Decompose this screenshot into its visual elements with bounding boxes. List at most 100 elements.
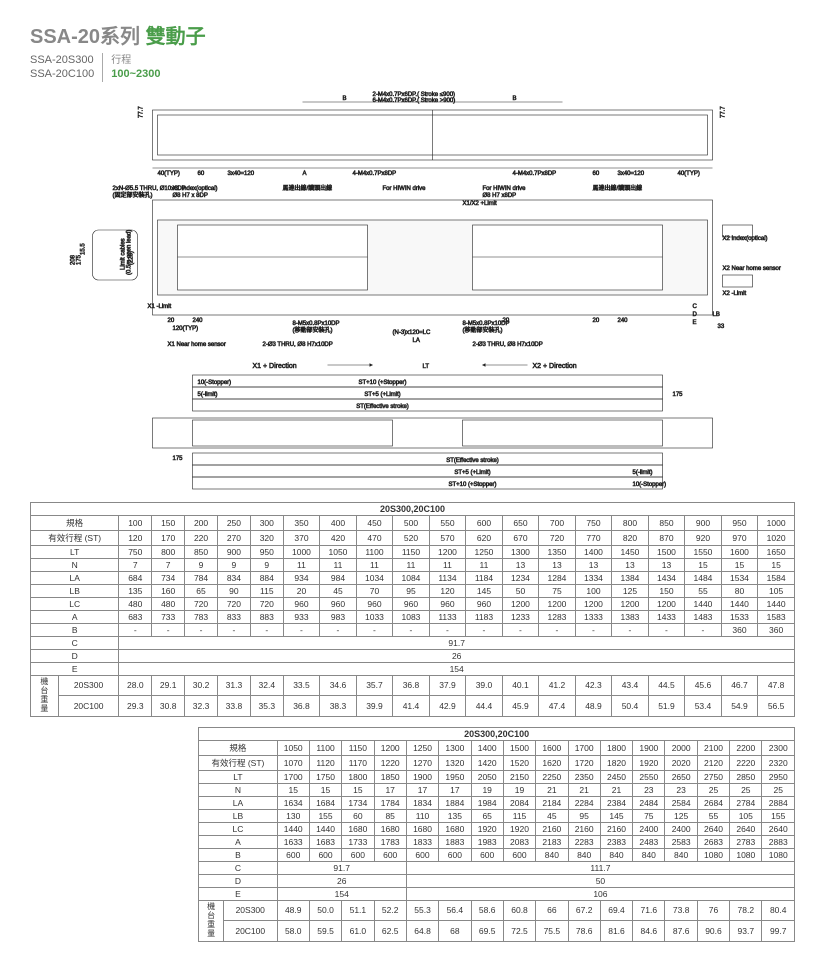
t1-row-c: C91.7 <box>31 636 795 649</box>
svg-text:ST+10 (+Stopper): ST+10 (+Stopper) <box>448 482 496 488</box>
svg-text:馬達出線/讀頭出線: 馬達出線/讀頭出線 <box>593 184 643 192</box>
t1-row-a: A683733783833883933983103310831133118312… <box>31 610 795 623</box>
svg-text:5(-limit): 5(-limit) <box>198 392 218 398</box>
t1-row-lb: LB13516065901152045709512014550751001251… <box>31 584 795 597</box>
svg-text:33: 33 <box>718 324 725 330</box>
technical-drawing: B B 2-M4x0.7Px6DP.( Stroke ≤900) 6-M4x0.… <box>30 90 795 490</box>
svg-text:10(-Stopper): 10(-Stopper) <box>198 380 232 386</box>
svg-text:20: 20 <box>593 318 600 324</box>
t1-row-st: 有效行程 (ST)1201702202703203704204705205706… <box>31 530 795 545</box>
svg-text:ST(Effective stroke): ST(Effective stroke) <box>356 404 409 410</box>
t2-row-w1: 機台重量20S30048.950.051.152.255.356.458.660… <box>199 900 795 921</box>
svg-text:120(TYP): 120(TYP) <box>173 326 199 332</box>
svg-text:D: D <box>693 312 698 318</box>
subheader: SSA-20S300 SSA-20C100 行程 100~2300 <box>30 53 795 82</box>
svg-text:5(-limit): 5(-limit) <box>633 470 653 476</box>
t2-row-b: B600600600600600600600600840840840840840… <box>199 848 795 861</box>
t1-row-lt: LT75080085090095010001050110011501200125… <box>31 545 795 558</box>
svg-text:2-Ø3 THRU, Ø8 H7x10DP: 2-Ø3 THRU, Ø8 H7x10DP <box>473 342 543 348</box>
svg-text:8-M5x0.8Px10DP: 8-M5x0.8Px10DP <box>293 321 340 327</box>
svg-text:X2 Index(optical): X2 Index(optical) <box>723 236 768 242</box>
t2-row-c: C91.7111.7 <box>199 861 795 874</box>
t1-row-d: D26 <box>31 649 795 662</box>
model-list: SSA-20S300 SSA-20C100 <box>30 53 103 82</box>
svg-text:B: B <box>343 96 347 102</box>
svg-text:2-Ø3 THRU, Ø8 H7x10DP: 2-Ø3 THRU, Ø8 H7x10DP <box>263 342 333 348</box>
svg-text:ST+5 (+Limit): ST+5 (+Limit) <box>454 470 490 476</box>
svg-text:240: 240 <box>193 318 204 324</box>
svg-text:(固定部安裝孔): (固定部安裝孔) <box>113 191 153 199</box>
svg-text:LA: LA <box>413 338 420 344</box>
svg-text:(移動部安裝孔): (移動部安裝孔) <box>463 326 503 334</box>
t1-row-b: B-----------------360360 <box>31 623 795 636</box>
title-suffix: 雙動子 <box>146 26 206 48</box>
svg-text:Ø8 H7 x8DP: Ø8 H7 x8DP <box>483 193 517 199</box>
t2-row-a: A163316831733178318331883198320832183228… <box>199 835 795 848</box>
svg-text:For HIWIN drive: For HIWIN drive <box>483 186 527 192</box>
svg-text:6-M4x0.7Px6DP.( Stroke >900): 6-M4x0.7Px6DP.( Stroke >900) <box>373 98 456 104</box>
svg-text:60: 60 <box>593 171 600 177</box>
svg-text:10(-Stopper): 10(-Stopper) <box>633 482 667 488</box>
svg-text:ST(Effective stroke): ST(Effective stroke) <box>446 458 499 464</box>
svg-text:175: 175 <box>77 254 83 265</box>
svg-text:X1 Near home sensor: X1 Near home sensor <box>168 342 226 348</box>
t2-row-st: 有效行程 (ST)1070112011701220127013201420152… <box>199 755 795 770</box>
svg-text:ST+5 (+Limit): ST+5 (+Limit) <box>364 392 400 398</box>
svg-text:(0.5m open lead): (0.5m open lead) <box>127 229 133 274</box>
svg-text:(N-3)x120=LC: (N-3)x120=LC <box>393 330 432 336</box>
t1-row-e: E154 <box>31 662 795 675</box>
t2-row-w2: 20C10058.059.561.062.564.86869.572.575.5… <box>199 921 795 942</box>
t2-row-spec: 規格10501100115012001250130014001500160017… <box>199 740 795 755</box>
stroke-range: 100~2300 <box>111 67 160 81</box>
svg-text:X2 + Direction: X2 + Direction <box>533 363 577 370</box>
t2-row-lb: LB13015560851101356511545951457512555105… <box>199 809 795 822</box>
t1-row-w1: 機台重量20S30028.029.130.231.332.433.534.635… <box>31 675 795 696</box>
svg-text:A: A <box>303 171 307 177</box>
table2-caption: 20S300,20C100 <box>199 727 795 740</box>
model-2: SSA-20C100 <box>30 67 94 81</box>
t1-row-lc: LC48048072072072096096096096096096012001… <box>31 597 795 610</box>
svg-text:240: 240 <box>618 318 629 324</box>
svg-text:175: 175 <box>173 456 184 462</box>
svg-text:X1 Index(optical): X1 Index(optical) <box>173 186 218 192</box>
svg-text:4-M4x0.7Px8DP: 4-M4x0.7Px8DP <box>513 171 557 177</box>
svg-text:(移動部安裝孔): (移動部安裝孔) <box>293 326 333 334</box>
t1-row-n: N779991111111111111313131313151515 <box>31 558 795 571</box>
svg-text:X2 -Limit: X2 -Limit <box>723 291 747 297</box>
svg-text:E: E <box>693 320 697 326</box>
svg-text:60: 60 <box>198 171 205 177</box>
svg-text:X1 -Limit: X1 -Limit <box>148 304 172 310</box>
page-title: SSA-20系列 雙動子 <box>30 20 795 49</box>
svg-text:X1 + Direction: X1 + Direction <box>253 363 297 370</box>
svg-text:77.7: 77.7 <box>721 105 727 117</box>
table1-caption: 20S300,20C100 <box>31 502 795 515</box>
svg-text:20: 20 <box>168 318 175 324</box>
stroke-label: 行程 <box>111 54 160 67</box>
svg-text:LT: LT <box>423 364 430 370</box>
svg-text:For HIWIN drive: For HIWIN drive <box>383 186 427 192</box>
t2-row-la: LA16341684173417841834188419842084218422… <box>199 796 795 809</box>
title-prefix: SSA-20 <box>30 26 100 48</box>
svg-text:ST+10 (+Stopper): ST+10 (+Stopper) <box>358 380 406 386</box>
page-header: SSA-20系列 雙動子 SSA-20S300 SSA-20C100 行程 10… <box>30 20 795 82</box>
t1-row-spec: 規格10015020025030035040045050055060065070… <box>31 515 795 530</box>
svg-text:77.7: 77.7 <box>139 105 145 117</box>
t1-row-la: LA68473478483488493498410341084113411841… <box>31 571 795 584</box>
svg-text:X2 Near home sensor: X2 Near home sensor <box>723 266 781 272</box>
svg-text:3x40=120: 3x40=120 <box>228 171 255 177</box>
svg-text:X1/X2 +Limit: X1/X2 +Limit <box>463 201 498 207</box>
svg-text:8-M5x0.8Px10DP: 8-M5x0.8Px10DP <box>463 321 510 327</box>
t2-row-e: E154106 <box>199 887 795 900</box>
svg-text:15.5: 15.5 <box>81 242 87 254</box>
svg-text:3x40=120: 3x40=120 <box>618 171 645 177</box>
model-1: SSA-20S300 <box>30 53 94 67</box>
t1-row-w2: 20C10029.330.832.333.835.336.838.339.941… <box>31 696 795 717</box>
stroke-block: 行程 100~2300 <box>103 54 160 81</box>
spec-table-1: 20S300,20C100 規格100150200250300350400450… <box>30 502 795 717</box>
svg-text:40(TYP): 40(TYP) <box>158 171 180 177</box>
svg-text:40(TYP): 40(TYP) <box>678 171 700 177</box>
t2-row-n: N15151517171719192121212323252525 <box>199 783 795 796</box>
t2-row-lc: LC14401440168016801680168019201920216021… <box>199 822 795 835</box>
svg-text:Ø8 H7 x 8DP: Ø8 H7 x 8DP <box>173 193 208 199</box>
t2-row-lt: LT17001750180018501900195020502150225023… <box>199 770 795 783</box>
